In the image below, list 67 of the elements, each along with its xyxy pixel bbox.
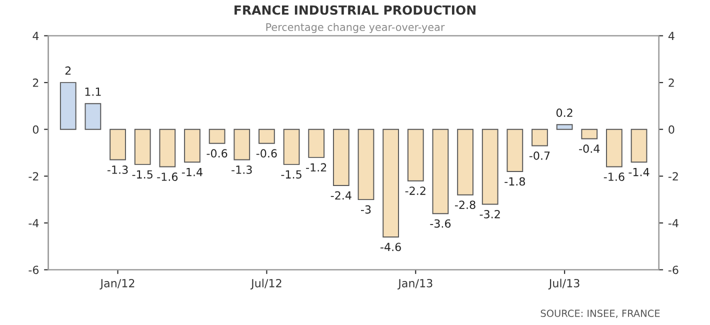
data-label: -0.4 — [579, 144, 600, 153]
x-tick-label: Jan/12 — [100, 278, 134, 290]
bar — [606, 128, 622, 168]
data-label: -1.8 — [504, 177, 525, 186]
bar — [110, 128, 126, 160]
bar — [556, 124, 573, 130]
y2-tick-label: -4 — [668, 219, 678, 228]
y2-tick-label: -6 — [668, 266, 678, 274]
data-label: -3 — [360, 205, 371, 214]
data-label: -3.2 — [480, 210, 500, 218]
data-label: -3.6 — [430, 219, 451, 228]
bar — [84, 103, 102, 130]
bar — [432, 128, 449, 214]
bar — [482, 128, 498, 205]
data-label: -2.2 — [405, 186, 426, 195]
data-label: -1.2 — [306, 163, 326, 172]
bar — [159, 128, 176, 168]
y-tick-label: 2 — [32, 78, 38, 87]
data-label: -1.6 — [604, 172, 624, 181]
chart-title: FRANCE INDUSTRIAL PRODUCTION — [234, 5, 476, 15]
data-label: 2 — [65, 66, 71, 75]
bar — [332, 128, 350, 186]
data-label: -2.4 — [330, 191, 352, 200]
bar — [184, 128, 200, 163]
source-note: SOURCE: INSEE, FRANCE — [540, 310, 660, 318]
bar — [581, 128, 598, 140]
data-label: 1.1 — [85, 88, 101, 96]
y2-tick-label: 0 — [668, 125, 674, 134]
bar — [308, 128, 325, 158]
bar — [506, 128, 524, 172]
bar — [630, 128, 648, 163]
bar — [457, 128, 474, 196]
chart-subtitle: Percentage change year-over-year — [266, 22, 445, 34]
bar — [208, 128, 226, 144]
y2-tick-label: 2 — [668, 78, 674, 87]
y-tick-label: 0 — [32, 125, 39, 134]
data-label: -4.6 — [380, 242, 401, 252]
data-label: -1.6 — [157, 172, 178, 181]
bar — [283, 128, 300, 165]
bar — [532, 128, 548, 146]
data-label: -1.3 — [107, 166, 128, 174]
data-label: -0.7 — [529, 151, 550, 160]
data-label: -1.4 — [182, 168, 202, 176]
y2-tick-label: -2 — [668, 172, 678, 180]
y-tick-label: 4 — [32, 32, 39, 40]
bar — [258, 128, 275, 144]
bar — [234, 128, 250, 160]
data-label: -2.8 — [454, 200, 476, 210]
y2-tick-label: 4 — [668, 32, 674, 40]
data-label: -0.6 — [206, 149, 228, 158]
data-label: -1.3 — [232, 166, 252, 174]
x-tick-label: Jul/13 — [548, 278, 580, 290]
data-label: -0.6 — [256, 149, 277, 158]
x-tick-label: Jul/12 — [250, 278, 282, 290]
y-tick-label: -4 — [28, 219, 39, 228]
y-tick-label: -6 — [28, 266, 39, 274]
data-label: -1.5 — [281, 170, 302, 179]
data-label: -1.5 — [132, 170, 152, 179]
x-tick-label: Jan/13 — [398, 278, 432, 290]
data-label: -1.4 — [628, 168, 650, 176]
data-label: 0.2 — [556, 108, 572, 117]
bar — [382, 128, 399, 238]
bar — [358, 128, 374, 200]
bar — [134, 128, 151, 165]
y-tick-label: -2 — [28, 172, 38, 180]
bar — [407, 128, 424, 182]
bar — [60, 82, 76, 130]
